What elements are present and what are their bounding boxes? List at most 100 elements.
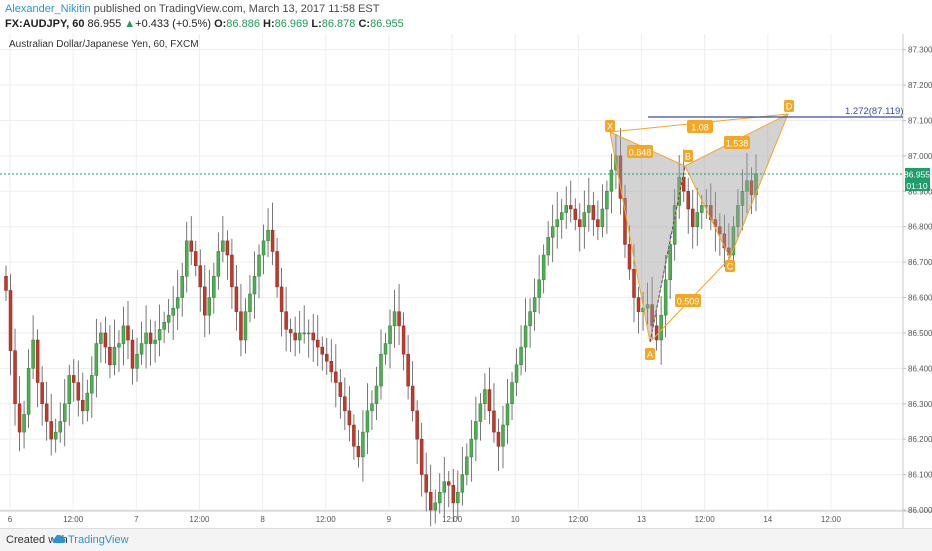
candle bbox=[740, 169, 745, 231]
price-tick-label: 86.700 bbox=[908, 258, 932, 267]
candle bbox=[514, 348, 519, 396]
time-axis[interactable]: 6 12:00 7 12:00 8 12:00 9 12:00 10 12:00 13 12:00 14… bbox=[8, 515, 842, 524]
candle bbox=[456, 470, 460, 520]
candle bbox=[564, 186, 568, 229]
candle bbox=[144, 305, 148, 369]
pattern-ratio-badge bbox=[675, 294, 701, 307]
candle bbox=[175, 269, 180, 331]
candle bbox=[528, 298, 532, 348]
pattern-point-label: A bbox=[647, 350, 653, 360]
candle bbox=[306, 319, 311, 358]
candle bbox=[451, 468, 456, 523]
time-tick-label: 12:00 bbox=[568, 515, 589, 524]
current-price-value: 86.955 bbox=[904, 170, 930, 180]
candle bbox=[465, 443, 469, 486]
chart-area[interactable]: Australian Dollar/Japanese Yen, 60, FXCM… bbox=[0, 34, 932, 550]
tradingview-link[interactable]: TradingView bbox=[68, 534, 129, 546]
candle bbox=[537, 255, 541, 314]
candles bbox=[4, 128, 758, 527]
pattern-ratio-badge bbox=[687, 120, 713, 133]
candle bbox=[225, 230, 230, 280]
candle bbox=[180, 262, 184, 317]
candle bbox=[510, 371, 514, 421]
candle bbox=[582, 190, 587, 249]
pattern-point-marker bbox=[605, 120, 615, 132]
candle bbox=[329, 339, 334, 383]
candle bbox=[663, 255, 668, 338]
candle bbox=[72, 359, 76, 402]
candle bbox=[686, 177, 690, 234]
pattern-ratio-badge bbox=[724, 136, 750, 149]
candle bbox=[320, 336, 325, 371]
candle bbox=[230, 238, 234, 309]
candle bbox=[419, 422, 424, 497]
candle bbox=[587, 177, 591, 232]
candle bbox=[139, 321, 144, 365]
time-tick-label: 10 bbox=[511, 515, 520, 524]
time-tick-label: 8 bbox=[260, 515, 265, 524]
time-tick-label: 12:00 bbox=[821, 515, 842, 524]
candle bbox=[58, 402, 62, 443]
candle bbox=[447, 471, 451, 508]
candle bbox=[383, 332, 388, 365]
candle bbox=[690, 189, 695, 249]
author-link[interactable]: Alexander_Nikitin bbox=[5, 3, 91, 15]
candle bbox=[13, 328, 17, 426]
candle bbox=[523, 298, 528, 372]
candle bbox=[555, 191, 559, 249]
candle bbox=[736, 189, 740, 238]
candle bbox=[492, 383, 496, 443]
candle bbox=[415, 400, 419, 464]
candle bbox=[297, 310, 302, 354]
price-tick-label: 87.200 bbox=[908, 81, 932, 90]
candle bbox=[44, 381, 49, 441]
candle bbox=[171, 286, 175, 341]
candle bbox=[99, 322, 103, 363]
candle bbox=[478, 393, 483, 441]
candle bbox=[636, 286, 641, 334]
candle bbox=[153, 320, 157, 363]
candle bbox=[374, 366, 379, 421]
candle bbox=[623, 184, 627, 258]
price-tick-label: 87.300 bbox=[908, 46, 932, 55]
candle bbox=[8, 274, 13, 376]
price-tick-label: 86.500 bbox=[908, 329, 932, 338]
candle bbox=[469, 420, 474, 482]
symbol-name[interactable]: FX:AUDJPY, 60 bbox=[5, 18, 85, 30]
candle bbox=[49, 393, 53, 456]
candle bbox=[62, 378, 67, 447]
candle bbox=[184, 221, 189, 293]
candle bbox=[474, 396, 478, 462]
candle bbox=[108, 325, 112, 379]
candle bbox=[338, 369, 343, 419]
candle bbox=[198, 249, 203, 312]
time-tick-label: 12:00 bbox=[442, 515, 463, 524]
candle bbox=[334, 344, 338, 408]
candle bbox=[311, 313, 315, 362]
candle bbox=[722, 214, 727, 268]
candle bbox=[573, 198, 578, 231]
candle bbox=[745, 153, 749, 214]
price-tick-label: 86.200 bbox=[908, 435, 932, 444]
candle bbox=[315, 315, 320, 367]
candle bbox=[379, 329, 383, 400]
candle bbox=[505, 378, 510, 445]
pattern-point-marker bbox=[725, 260, 735, 272]
candle bbox=[76, 360, 81, 417]
time-tick-label: 14 bbox=[763, 515, 772, 524]
candle bbox=[221, 216, 225, 263]
price-tick-label: 86.100 bbox=[908, 471, 932, 480]
countdown-value: 01:10 bbox=[906, 181, 928, 191]
chart-title: Australian Dollar/Japanese Yen, 60, FXCM bbox=[9, 39, 199, 50]
candle bbox=[293, 316, 297, 357]
price-axis[interactable]: 87.300 87.200 87.100 87.000 86.900 86.800 86.7… bbox=[903, 46, 932, 515]
candle bbox=[569, 180, 573, 223]
candle bbox=[302, 305, 306, 344]
candle bbox=[437, 473, 442, 514]
candle bbox=[288, 318, 293, 353]
candle bbox=[668, 233, 672, 299]
price-chart[interactable]: Australian Dollar/Japanese Yen, 60, FXCM… bbox=[0, 34, 932, 528]
candle bbox=[370, 390, 374, 430]
candle bbox=[578, 203, 582, 252]
candle bbox=[397, 284, 401, 345]
